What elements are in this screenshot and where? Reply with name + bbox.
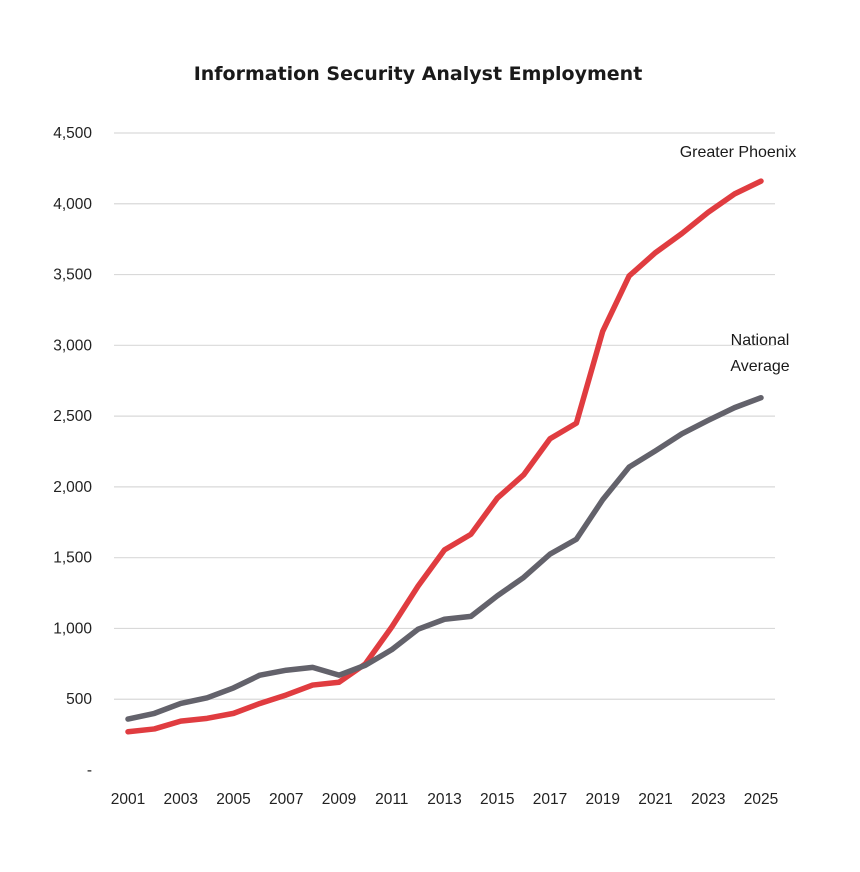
series-labels: Greater Phoenix National Average bbox=[680, 144, 797, 375]
gridlines bbox=[114, 132, 775, 700]
x-tick-label: 2013 bbox=[427, 791, 461, 808]
x-tick-label: 2017 bbox=[533, 791, 567, 808]
y-tick-label: 2,500 bbox=[53, 408, 92, 425]
y-axis-ticks: - 500 1,000 1,500 2,000 2,500 3,000 3,500 4,000 4… bbox=[53, 125, 92, 779]
x-tick-label: 2011 bbox=[375, 791, 408, 808]
x-tick-label: 2007 bbox=[269, 791, 303, 808]
x-tick-label: 2023 bbox=[691, 791, 725, 808]
y-tick-label: - bbox=[87, 762, 92, 779]
x-tick-label: 2015 bbox=[480, 791, 514, 808]
series-line-greater-phoenix bbox=[125, 178, 764, 735]
x-tick-label: 2001 bbox=[111, 791, 145, 808]
chart-title: Information Security Analyst Employment bbox=[194, 63, 643, 85]
y-tick-label: 3,500 bbox=[53, 267, 92, 284]
y-tick-label: 4,000 bbox=[53, 196, 92, 213]
y-tick-label: 1,000 bbox=[53, 620, 92, 637]
x-tick-label: 2021 bbox=[638, 791, 672, 808]
series-line-national-average bbox=[125, 394, 764, 722]
y-tick-label: 1,500 bbox=[53, 550, 92, 567]
y-tick-label: 500 bbox=[66, 691, 92, 708]
x-tick-label: 2009 bbox=[322, 791, 356, 808]
series-label: Greater Phoenix bbox=[680, 144, 797, 161]
x-tick-label: 2005 bbox=[216, 791, 250, 808]
y-tick-label: 4,500 bbox=[53, 125, 92, 142]
x-tick-label: 2003 bbox=[164, 791, 198, 808]
y-tick-label: 2,000 bbox=[53, 479, 92, 496]
x-tick-label: 2019 bbox=[586, 791, 620, 808]
y-tick-label: 3,000 bbox=[53, 337, 92, 354]
series-lines bbox=[125, 178, 764, 735]
x-axis-ticks: 2001 2003 2005 2007 2009 2011 2013 2015 2017 2019… bbox=[111, 791, 778, 808]
series-label: National Average bbox=[730, 332, 789, 375]
x-tick-label: 2025 bbox=[744, 791, 778, 808]
